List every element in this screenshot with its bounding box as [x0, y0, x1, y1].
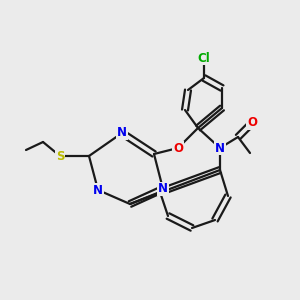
Text: N: N	[93, 184, 103, 196]
Text: S: S	[56, 149, 64, 163]
Text: O: O	[247, 116, 257, 130]
Text: N: N	[117, 127, 127, 140]
Text: N: N	[158, 182, 168, 196]
Text: Cl: Cl	[198, 52, 210, 64]
Text: O: O	[173, 142, 183, 154]
Text: N: N	[215, 142, 225, 154]
